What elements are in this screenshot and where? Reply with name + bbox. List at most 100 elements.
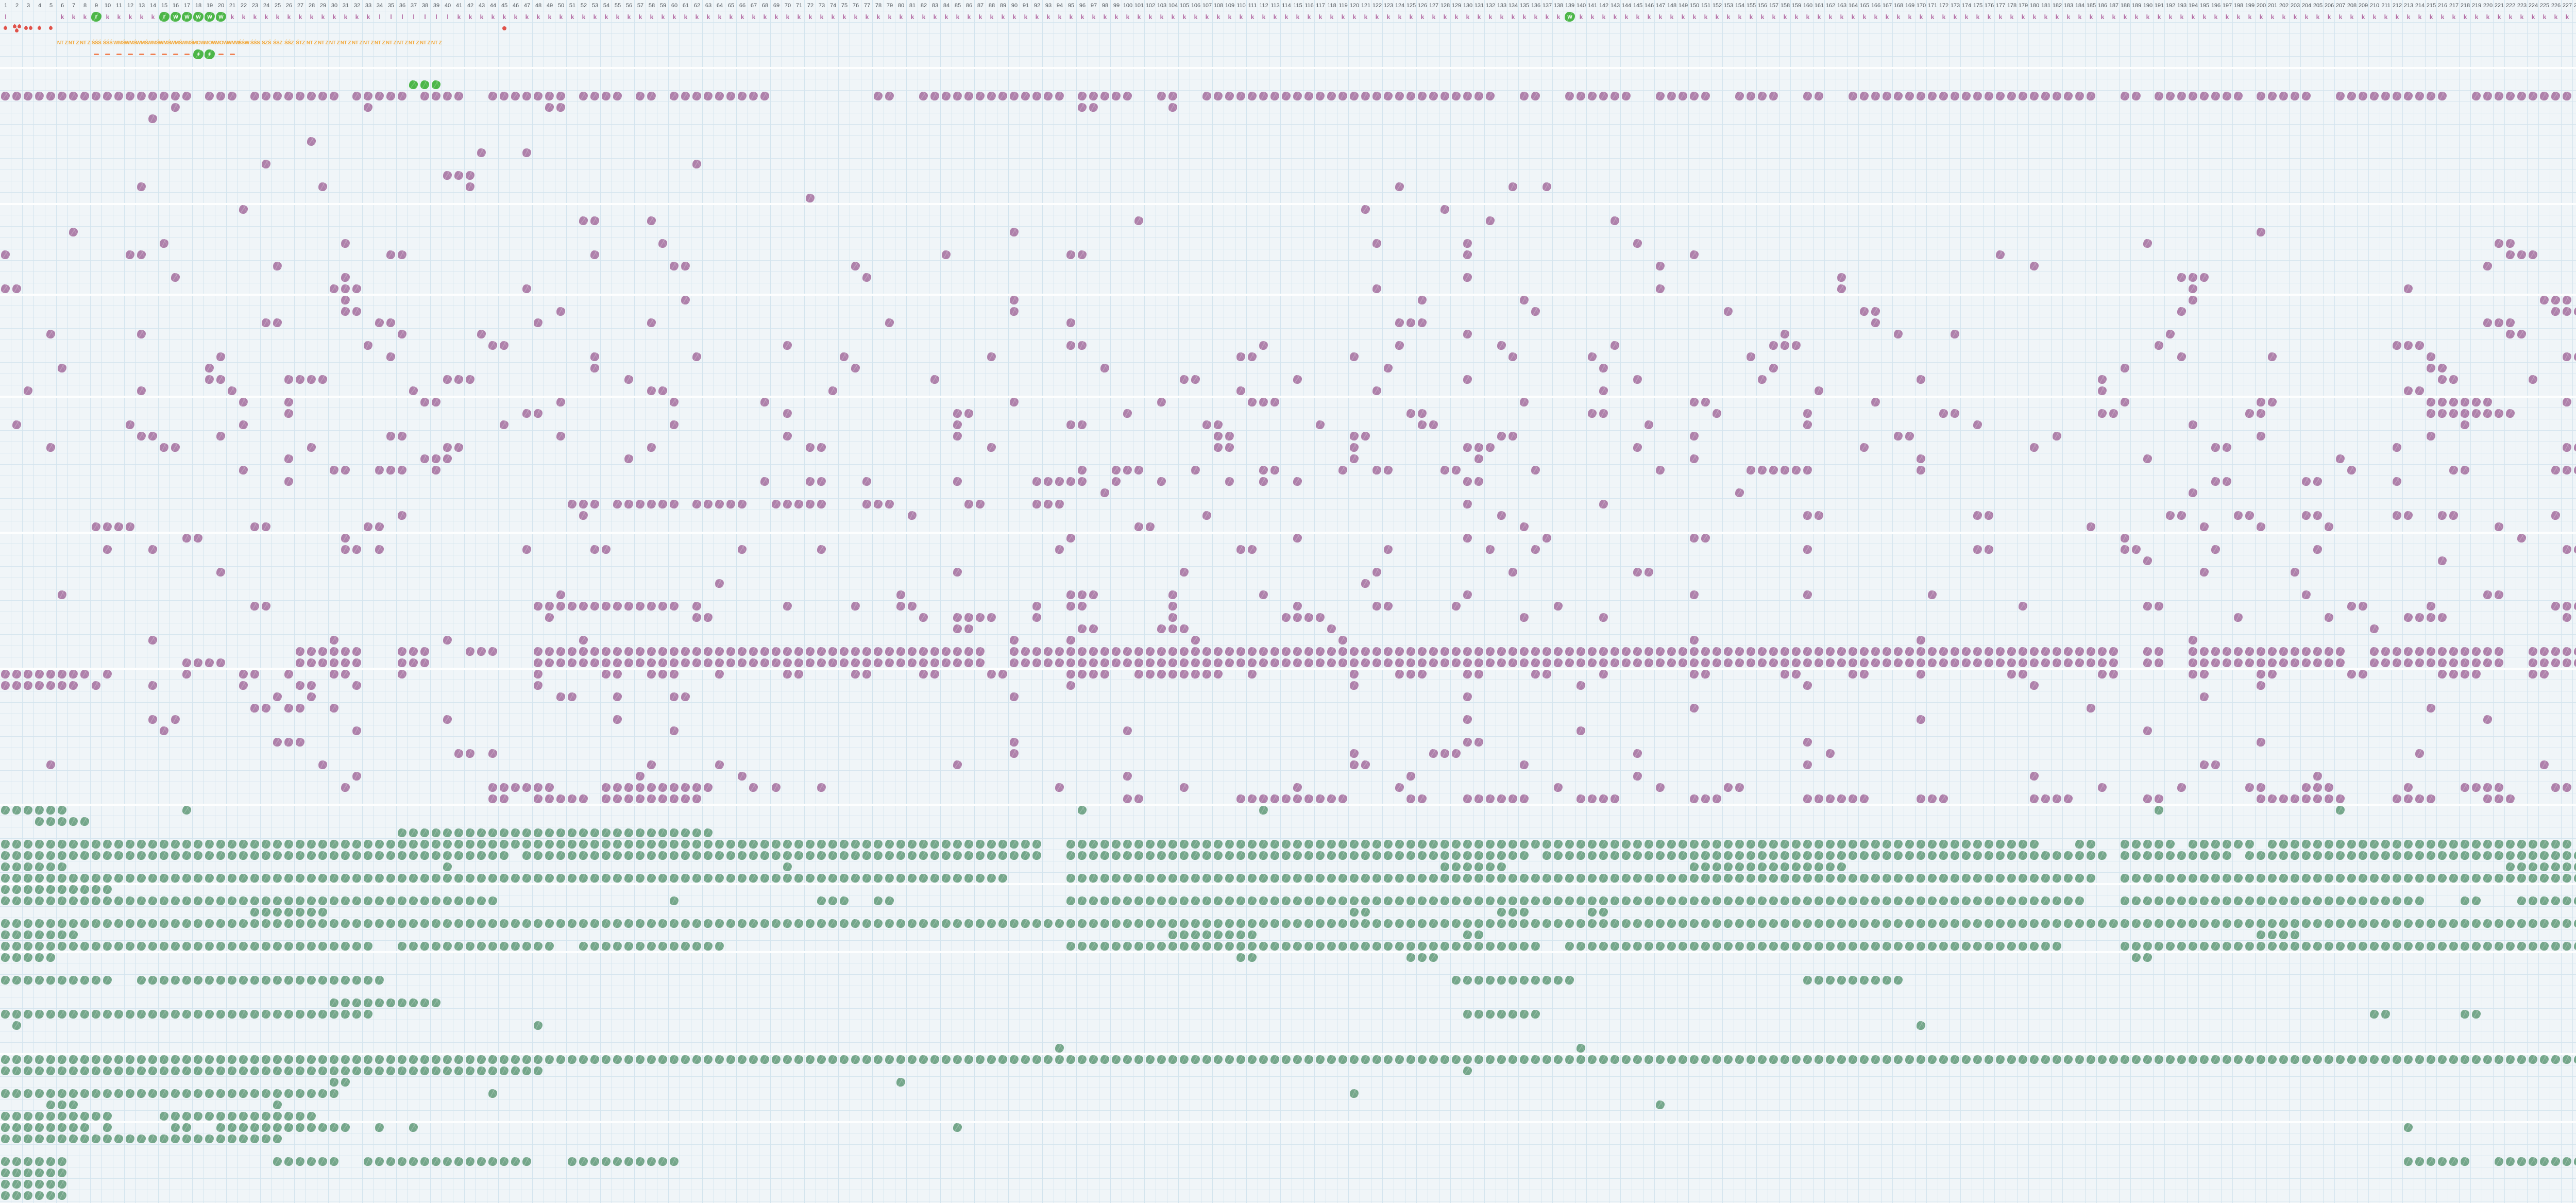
stamp[interactable]: [1463, 851, 1472, 860]
stamp[interactable]: [1236, 352, 1246, 362]
stamp[interactable]: [160, 726, 168, 735]
stamp[interactable]: [2494, 647, 2504, 656]
stamp[interactable]: [2460, 409, 2470, 418]
stamp[interactable]: [1066, 635, 1076, 645]
stamp[interactable]: [1553, 839, 1563, 849]
stamp[interactable]: [2551, 919, 2560, 928]
stamp[interactable]: [1, 919, 10, 928]
stamp[interactable]: [239, 896, 248, 906]
stamp[interactable]: [771, 783, 781, 792]
stamp[interactable]: [397, 658, 407, 668]
stamp[interactable]: [2267, 873, 2277, 883]
stamp[interactable]: [318, 375, 328, 384]
stamp[interactable]: [2370, 658, 2379, 667]
stamp[interactable]: [227, 941, 237, 951]
stamp[interactable]: [2256, 397, 2266, 407]
stamp[interactable]: [1837, 862, 1846, 872]
stamp[interactable]: [69, 681, 78, 690]
stamp[interactable]: [896, 590, 906, 600]
stamp[interactable]: [352, 681, 362, 690]
stamp[interactable]: [1814, 647, 1824, 656]
stamp[interactable]: [375, 465, 384, 475]
stamp[interactable]: [1599, 1055, 1608, 1064]
stamp[interactable]: [386, 91, 396, 101]
stamp[interactable]: [715, 499, 724, 509]
stamp[interactable]: [193, 658, 203, 668]
stamp[interactable]: [2483, 590, 2493, 600]
stamp[interactable]: [2517, 91, 2527, 101]
stamp[interactable]: [1973, 851, 1982, 860]
stamp[interactable]: [2335, 851, 2345, 860]
stamp[interactable]: [1225, 443, 1234, 452]
stamp[interactable]: [692, 783, 702, 792]
stamp[interactable]: [737, 499, 747, 509]
stamp[interactable]: [1531, 873, 1540, 883]
stamp[interactable]: [2029, 443, 2039, 452]
stamp[interactable]: [839, 851, 849, 860]
stamp[interactable]: [1236, 1055, 1246, 1064]
stamp[interactable]: [1961, 851, 1971, 860]
stamp[interactable]: [1474, 1055, 1484, 1064]
stamp[interactable]: [46, 806, 55, 815]
stamp[interactable]: [1995, 91, 2005, 101]
stamp[interactable]: [1871, 975, 1880, 985]
stamp[interactable]: [1270, 658, 1280, 668]
stamp[interactable]: [1089, 941, 1098, 951]
stamp[interactable]: [590, 647, 600, 656]
stamp[interactable]: [1009, 737, 1019, 747]
stamp[interactable]: [635, 941, 645, 951]
stamp[interactable]: [601, 601, 611, 611]
stamp[interactable]: [1270, 896, 1280, 906]
stamp[interactable]: [1417, 91, 1427, 101]
stamp[interactable]: [1655, 851, 1665, 860]
stamp[interactable]: [443, 454, 452, 464]
stamp[interactable]: [1655, 91, 1665, 101]
stamp[interactable]: [692, 794, 702, 804]
stamp[interactable]: [1542, 896, 1552, 906]
stamp[interactable]: [658, 647, 668, 656]
stamp[interactable]: [2165, 329, 2175, 339]
stamp[interactable]: [1032, 613, 1042, 622]
stamp[interactable]: [1645, 942, 1653, 951]
stamp[interactable]: [2517, 250, 2527, 260]
stamp[interactable]: [431, 839, 441, 849]
stamp[interactable]: [2199, 1055, 2209, 1064]
stamp[interactable]: [533, 647, 543, 656]
stamp[interactable]: [2392, 794, 2402, 804]
stamp[interactable]: [261, 703, 271, 713]
stamp[interactable]: [715, 839, 724, 849]
stamp[interactable]: [318, 975, 328, 985]
stamp[interactable]: [556, 398, 565, 406]
stamp[interactable]: [273, 975, 282, 985]
stamp[interactable]: [1032, 851, 1042, 860]
stamp[interactable]: [2437, 873, 2447, 883]
stamp[interactable]: [1270, 873, 1280, 883]
stamp[interactable]: [681, 692, 690, 702]
stamp[interactable]: [1780, 862, 1790, 872]
stamp[interactable]: [2018, 91, 2028, 101]
stamp[interactable]: [363, 839, 373, 849]
stamp[interactable]: [2483, 397, 2493, 407]
day-type-stamp[interactable]: w: [205, 12, 215, 22]
stamp[interactable]: [1247, 896, 1257, 906]
stamp[interactable]: [352, 975, 362, 985]
stamp[interactable]: [2029, 658, 2039, 668]
stamp[interactable]: [12, 1191, 22, 1200]
stamp[interactable]: [1100, 919, 1110, 928]
stamp[interactable]: [1213, 443, 1223, 452]
stamp[interactable]: [1440, 942, 1449, 951]
stamp[interactable]: [1213, 941, 1223, 951]
stamp[interactable]: [1485, 851, 1495, 860]
stamp[interactable]: [227, 1055, 237, 1064]
stamp[interactable]: [1134, 851, 1144, 860]
stamp[interactable]: [2200, 522, 2209, 531]
stamp[interactable]: [975, 1055, 985, 1064]
stamp[interactable]: [2437, 375, 2447, 384]
stamp[interactable]: [1111, 658, 1121, 668]
stamp[interactable]: [1916, 896, 1926, 906]
stamp[interactable]: [1871, 839, 1880, 849]
stamp[interactable]: [318, 1089, 328, 1098]
stamp[interactable]: [692, 1055, 702, 1064]
stamp[interactable]: [919, 647, 928, 656]
stamp[interactable]: [817, 839, 826, 849]
